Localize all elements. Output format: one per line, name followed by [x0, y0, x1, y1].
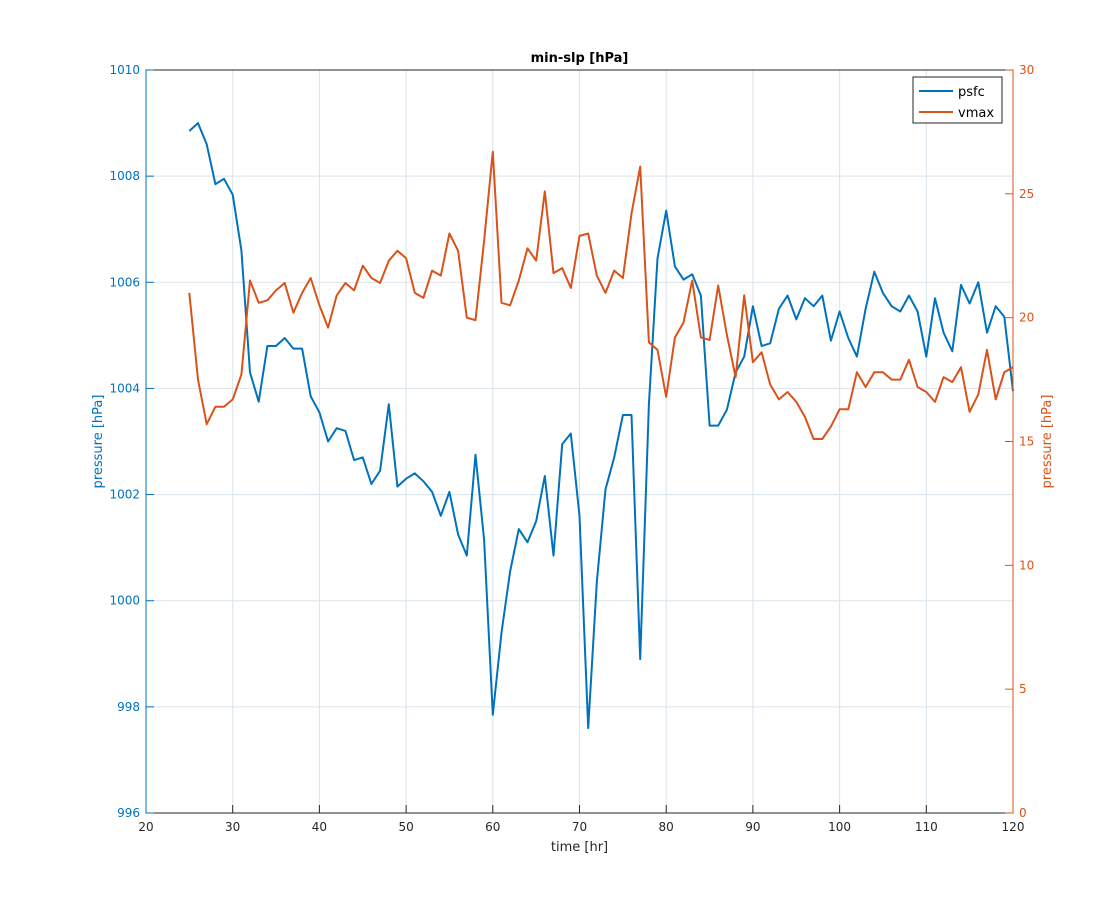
- y-right-tick-label: 30: [1019, 63, 1034, 77]
- legend-box: [912, 76, 1003, 124]
- y-left-tick-label: 1006: [109, 275, 140, 289]
- axes: 20 30 40 50 60 70 80 90 100 110 120996998100010021…: [109, 63, 1034, 834]
- y-left-tick-label: 1002: [109, 488, 140, 502]
- y-left-tick-label: 1008: [109, 169, 140, 183]
- x-tick-label: 70: [572, 820, 587, 834]
- x-tick-label: 80: [659, 820, 674, 834]
- x-tick-label: 30: [225, 820, 240, 834]
- x-tick-label: 100: [828, 820, 851, 834]
- series-line-vmax: [188, 150, 1014, 440]
- x-tick-label: 50: [398, 820, 413, 834]
- y-left-tick-label: 1004: [109, 381, 140, 395]
- legend-label-psfc: psfc: [958, 85, 985, 100]
- y-left-tick-label: 996: [117, 806, 140, 820]
- y-left-tick-label: 998: [117, 700, 140, 714]
- series-layer: [188, 122, 1014, 730]
- series-line-psfc: [188, 122, 1014, 730]
- chart-title: min-slp [hPa]: [531, 51, 629, 66]
- y-right-tick-label: 10: [1019, 558, 1034, 572]
- x-tick-label: 40: [312, 820, 327, 834]
- y-right-tick-label: 15: [1019, 435, 1034, 449]
- x-tick-label: 120: [1002, 820, 1025, 834]
- x-tick-label: 110: [915, 820, 938, 834]
- x-tick-label: 60: [485, 820, 500, 834]
- x-axis-label: time [hr]: [551, 840, 608, 855]
- y-right-tick-label: 25: [1019, 187, 1034, 201]
- y-axis-label-right: pressure [hPa]: [1040, 395, 1055, 489]
- y-axis-label-left: pressure [hPa]: [91, 395, 106, 489]
- legend: psfc vmax: [912, 76, 1003, 124]
- x-tick-label: 20: [138, 820, 153, 834]
- x-tick-label: 90: [745, 820, 760, 834]
- legend-label-vmax: vmax: [958, 106, 994, 121]
- y-right-tick-label: 0: [1019, 806, 1027, 820]
- y-right-tick-label: 5: [1019, 682, 1027, 696]
- y-left-tick-label: 1000: [109, 594, 140, 608]
- y-left-tick-label: 1010: [109, 63, 140, 77]
- y-right-tick-label: 20: [1019, 311, 1034, 325]
